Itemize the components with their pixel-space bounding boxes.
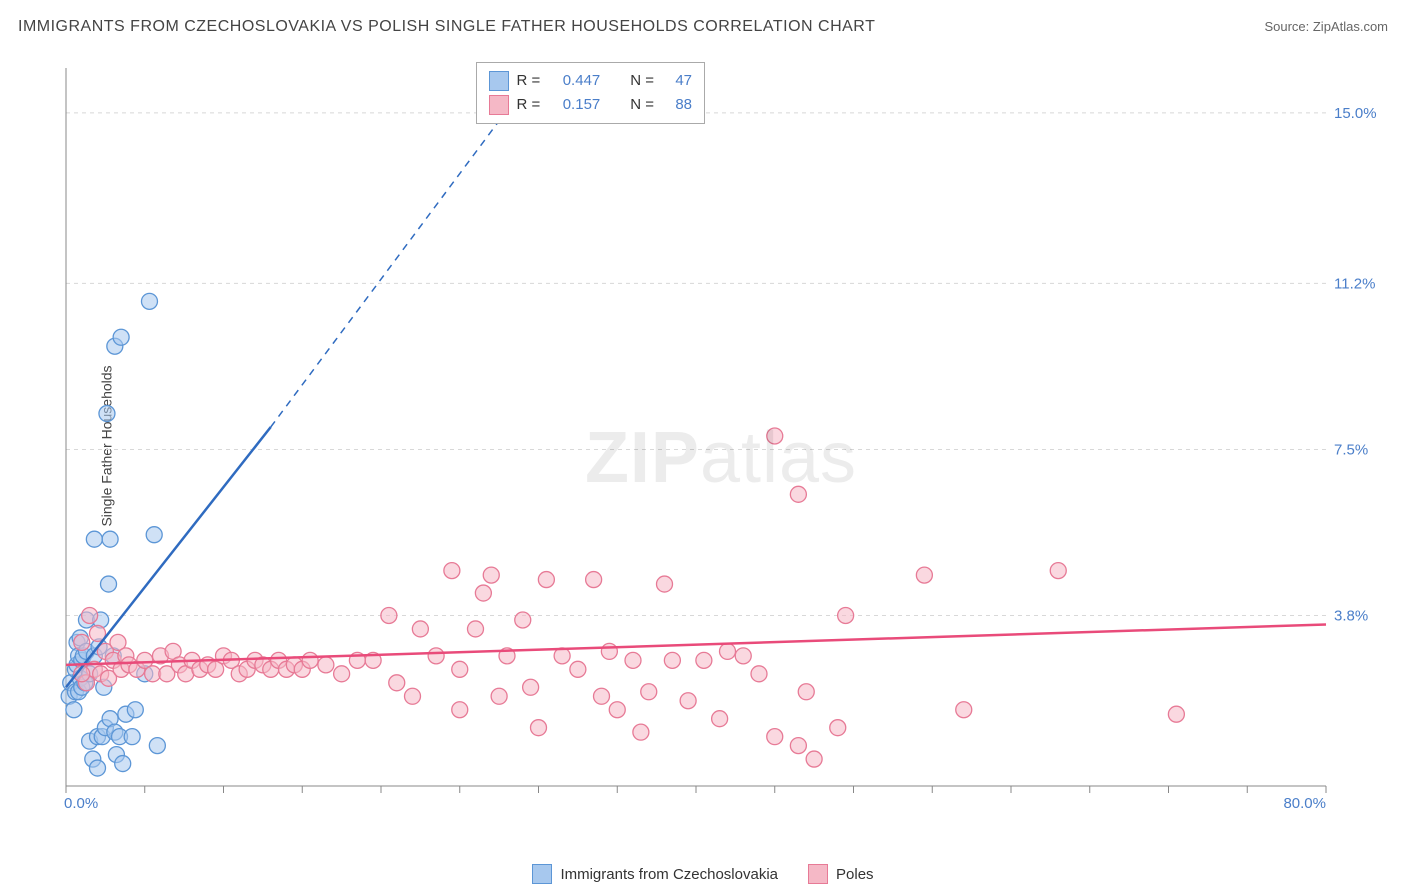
data-point-poles (767, 729, 783, 745)
data-point-poles (82, 607, 98, 623)
data-point-poles (625, 652, 641, 668)
legend-swatch (532, 864, 552, 884)
data-point-poles (475, 585, 491, 601)
data-point-poles (538, 572, 554, 588)
y-tick-label: 11.2% (1334, 275, 1375, 292)
legend-swatch (808, 864, 828, 884)
r-label: R = (517, 93, 541, 117)
legend-item: Poles (808, 864, 874, 884)
data-point-czech (101, 576, 117, 592)
data-point-poles (664, 652, 680, 668)
chart-title: IMMIGRANTS FROM CZECHOSLOVAKIA VS POLISH… (18, 18, 875, 36)
data-point-poles (916, 567, 932, 583)
stats-row-czech: R = 0.447 N = 47 (489, 69, 693, 93)
legend-label: Poles (836, 866, 874, 883)
data-point-poles (680, 693, 696, 709)
data-point-czech (115, 756, 131, 772)
legend-swatch (489, 95, 509, 115)
data-point-czech (113, 329, 129, 345)
data-point-poles (956, 702, 972, 718)
data-point-poles (1168, 706, 1184, 722)
data-point-poles (452, 702, 468, 718)
data-point-poles (601, 643, 617, 659)
chart-svg: 3.8% 7.5% 11.2% 15.0% 0.0% 80.0% (56, 58, 1386, 828)
y-tick-label: 7.5% (1334, 441, 1368, 458)
x-max-label: 80.0% (1283, 795, 1326, 812)
n-value: 47 (662, 69, 692, 93)
source-attribution: Source: ZipAtlas.com (1264, 19, 1388, 34)
data-point-poles (830, 720, 846, 736)
data-point-poles (452, 661, 468, 677)
title-bar: IMMIGRANTS FROM CZECHOSLOVAKIA VS POLISH… (18, 18, 1388, 36)
data-point-poles (444, 563, 460, 579)
legend-swatch (489, 71, 509, 91)
y-tick-label: 15.0% (1334, 105, 1377, 122)
data-point-poles (318, 657, 334, 673)
data-point-poles (735, 648, 751, 664)
data-point-poles (633, 724, 649, 740)
data-point-poles (790, 486, 806, 502)
data-point-poles (405, 688, 421, 704)
data-point-czech (149, 738, 165, 754)
bottom-legend: Immigrants from Czechoslovakia Poles (0, 864, 1406, 884)
data-point-czech (90, 760, 106, 776)
data-point-poles (767, 428, 783, 444)
r-label: R = (517, 69, 541, 93)
data-point-poles (609, 702, 625, 718)
data-point-poles (483, 567, 499, 583)
data-point-poles (594, 688, 610, 704)
data-point-poles (806, 751, 822, 767)
data-point-poles (1050, 563, 1066, 579)
data-point-czech (102, 531, 118, 547)
r-value: 0.157 (548, 93, 600, 117)
legend-item: Immigrants from Czechoslovakia (532, 864, 778, 884)
data-point-poles (412, 621, 428, 637)
data-point-poles (74, 634, 90, 650)
stats-row-poles: R = 0.157 N = 88 (489, 93, 693, 117)
y-tick-label: 3.8% (1334, 607, 1368, 624)
data-point-poles (712, 711, 728, 727)
data-point-czech (146, 527, 162, 543)
data-point-czech (66, 702, 82, 718)
data-point-poles (790, 738, 806, 754)
data-point-czech (124, 729, 140, 745)
data-point-poles (641, 684, 657, 700)
scatter-chart: 3.8%7.5%11.2%15.0%0.0%80.0% ZIPatlas R =… (56, 58, 1386, 828)
data-point-poles (428, 648, 444, 664)
data-point-poles (798, 684, 814, 700)
data-point-poles (586, 572, 602, 588)
data-point-poles (696, 652, 712, 668)
data-point-poles (468, 621, 484, 637)
data-point-poles (334, 666, 350, 682)
n-label: N = (630, 69, 654, 93)
data-point-poles (838, 607, 854, 623)
data-point-czech (86, 531, 102, 547)
data-point-poles (389, 675, 405, 691)
data-point-poles (657, 576, 673, 592)
data-point-poles (381, 607, 397, 623)
data-point-poles (570, 661, 586, 677)
data-point-poles (515, 612, 531, 628)
data-point-czech (127, 702, 143, 718)
r-value: 0.447 (548, 69, 600, 93)
data-point-poles (531, 720, 547, 736)
data-point-poles (491, 688, 507, 704)
data-point-czech (99, 406, 115, 422)
data-point-czech (141, 293, 157, 309)
x-min-label: 0.0% (64, 795, 98, 812)
data-point-poles (720, 643, 736, 659)
n-label: N = (630, 93, 654, 117)
data-point-poles (302, 652, 318, 668)
data-point-poles (751, 666, 767, 682)
n-value: 88 (662, 93, 692, 117)
data-point-poles (523, 679, 539, 695)
legend-label: Immigrants from Czechoslovakia (560, 866, 778, 883)
stats-legend: R = 0.447 N = 47 R = 0.157 N = 88 (476, 62, 706, 124)
